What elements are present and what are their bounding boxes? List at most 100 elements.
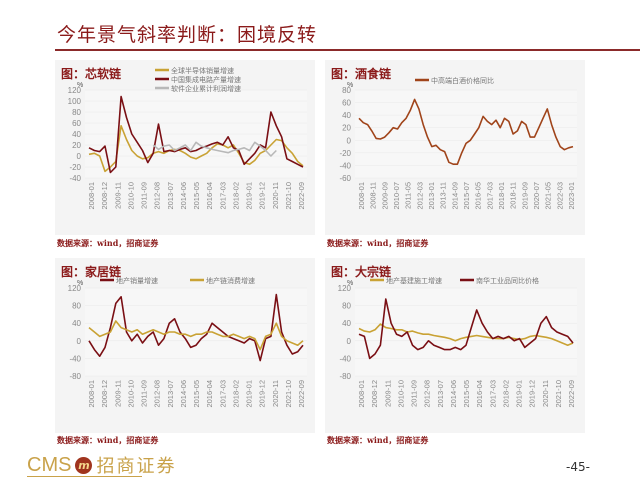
- x-tick-label: 2014-06: [179, 380, 188, 408]
- logo-badge-icon: m: [75, 456, 93, 474]
- x-tick-label: 2008-01: [87, 182, 96, 210]
- x-tick-label: 2009-11: [113, 182, 122, 209]
- x-tick-label: 2017-03: [218, 380, 227, 408]
- series-line: [358, 98, 574, 165]
- x-tick-label: 2016-04: [205, 182, 214, 210]
- x-tick-label: 2014-09: [450, 182, 459, 210]
- y-tick-label: 120: [338, 284, 352, 293]
- y-tick-label: -40: [339, 354, 351, 363]
- legend-label: 软件企业累计利润增速: [171, 84, 241, 93]
- x-tick-label: 2008-01: [87, 380, 96, 408]
- chart-title: 图：酒食链: [331, 67, 392, 81]
- x-tick-label: 2016-05: [474, 182, 483, 210]
- y-tick-label: 100: [68, 97, 82, 106]
- x-tick-label: 2022-09: [567, 380, 576, 408]
- x-tick-label: 2015-05: [192, 380, 201, 408]
- x-tick-label: 2013-07: [166, 182, 175, 210]
- x-tick-label: 2013-11: [439, 182, 448, 209]
- x-tick-label: 2008-11: [369, 182, 378, 209]
- y-unit-label: %: [77, 280, 83, 287]
- x-tick-label: 2009-11: [113, 380, 122, 407]
- title-divider: [55, 49, 640, 51]
- chart-panel-home-furnishing: 图：家居链 -80 -40 0 40 80 120% 2008-01 2008-12 2009-…: [55, 258, 315, 433]
- series-line: [88, 125, 304, 173]
- x-tick-label: 2008-01: [357, 182, 366, 210]
- x-tick-label: 2019-12: [528, 380, 537, 408]
- x-tick-label: 2021-10: [554, 380, 563, 408]
- y-tick-label: 0: [77, 337, 82, 346]
- x-tick-label: 2015-07: [462, 182, 471, 210]
- x-tick-label: 2014-06: [449, 380, 458, 408]
- y-tick-label: -20: [339, 149, 351, 158]
- x-tick-label: 2011-09: [410, 380, 419, 407]
- x-tick-label: 2013-07: [166, 380, 175, 408]
- x-tick-label: 2012-08: [153, 380, 162, 408]
- x-tick-label: 2023-01: [567, 182, 576, 210]
- line-chart-liquor: -60 -40 -20 0 20 40 60 80% 2008-01 2008-11 2009-09…: [339, 76, 577, 210]
- legend-label: 中高端白酒价格同比: [431, 76, 494, 85]
- chart-title: 图：家居链: [61, 265, 122, 279]
- x-tick-label: 2022-03: [555, 182, 564, 210]
- legend-label: 地产基建施工增速: [386, 276, 442, 285]
- y-tick-label: 40: [342, 111, 351, 120]
- x-tick-label: 2008-12: [100, 380, 109, 408]
- x-tick-label: 2009-09: [380, 182, 389, 210]
- x-tick-label: 2013-07: [436, 380, 445, 408]
- y-tick-label: -20: [69, 163, 81, 172]
- x-tick-label: 2018-11: [509, 182, 518, 209]
- x-tick-label: 2011-09: [140, 182, 149, 209]
- x-tick-label: 2020-11: [271, 380, 280, 407]
- series-line: [88, 320, 304, 351]
- x-tick-label: 2022-09: [297, 380, 306, 408]
- chart-panel-chip-software: 图：芯软链 -40 -20 0 20 40 60 80 100 120% 2008-01 2008-…: [55, 60, 315, 235]
- x-tick-label: 2017-03: [488, 380, 497, 408]
- x-tick-label: 2017-03: [218, 182, 227, 210]
- y-tick-label: -40: [339, 161, 351, 170]
- x-tick-label: 2010-10: [396, 380, 405, 408]
- page-number: -45-: [566, 460, 590, 474]
- x-tick-label: 2008-12: [100, 182, 109, 210]
- series-line: [358, 298, 574, 360]
- x-tick-label: 2018-02: [501, 380, 510, 408]
- logo-underline: [27, 476, 142, 477]
- y-tick-label: 60: [342, 99, 351, 108]
- source-note: 数据来源：wind，招商证券: [57, 238, 159, 248]
- x-tick-label: 2019-01: [245, 182, 254, 210]
- x-tick-label: 2015-05: [462, 380, 471, 408]
- source-note: 数据来源：wind，招商证券: [327, 238, 429, 248]
- x-tick-label: 2012-08: [153, 182, 162, 210]
- source-note: 数据来源：wind，招商证券: [327, 435, 429, 445]
- x-tick-label: 2019-01: [245, 380, 254, 408]
- x-tick-label: 2009-11: [383, 380, 392, 407]
- source-note: 数据来源：wind，招商证券: [57, 435, 159, 445]
- x-tick-label: 2016-04: [205, 380, 214, 408]
- series-line: [152, 141, 277, 157]
- chart-title: 图：芯软链: [61, 67, 122, 81]
- company-logo: CMS m 招商证券: [27, 452, 176, 478]
- y-tick-label: -80: [69, 372, 81, 381]
- y-unit-label: %: [347, 280, 353, 287]
- plot-area: [355, 90, 577, 178]
- x-tick-label: 2010-07: [392, 182, 401, 210]
- chart-panel-commodities: 图：大宗链 -80 -40 0 40 80 120% 2008-01 2008-12 2009-…: [325, 258, 585, 433]
- x-tick-label: 2011-05: [404, 182, 413, 209]
- x-tick-label: 2019-01: [515, 380, 524, 408]
- x-tick-label: 2012-08: [423, 380, 432, 408]
- chart-panel-liquor: 图：酒食链 -60 -40 -20 0 20 40 60 80% 2008-01 2008-11 2…: [325, 60, 585, 235]
- page-title: 今年景气斜率判断：困境反转: [57, 24, 318, 46]
- legend-label: 南华工业品同比价格: [476, 276, 539, 285]
- y-tick-label: 0: [347, 337, 352, 346]
- y-tick-label: -40: [69, 354, 81, 363]
- series-line: [88, 293, 304, 362]
- x-tick-label: 2010-10: [126, 380, 135, 408]
- x-tick-label: 2019-09: [520, 182, 529, 210]
- x-tick-label: 2019-12: [258, 380, 267, 408]
- y-tick-label: 40: [342, 319, 351, 328]
- x-tick-label: 2020-07: [532, 182, 541, 210]
- y-tick-label: 40: [72, 130, 81, 139]
- x-tick-label: 2011-09: [140, 380, 149, 407]
- line-chart-home-furnishing: -80 -40 0 40 80 120% 2008-01 2008-12 2009-11 2010…: [68, 276, 307, 408]
- y-tick-label: -60: [339, 174, 351, 183]
- y-tick-label: 80: [342, 86, 351, 95]
- series-line: [88, 95, 304, 174]
